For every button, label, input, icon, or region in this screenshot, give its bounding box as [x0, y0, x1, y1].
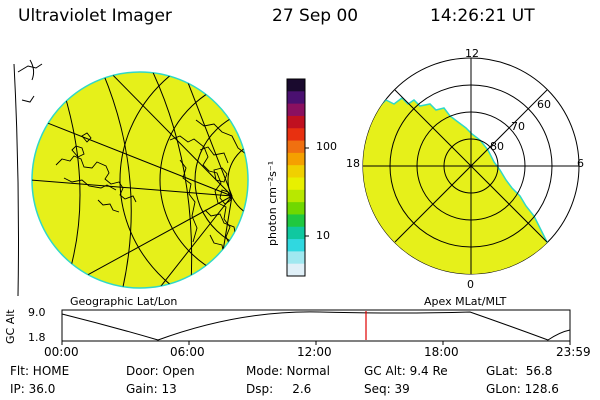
mlt-label-0: 0 — [467, 278, 474, 291]
time-label: 14:26:21 UT — [430, 6, 535, 26]
mlat-label-70: 70 — [511, 120, 525, 133]
date-label: 27 Sep 00 — [272, 6, 359, 26]
apex-caption: Apex MLat/MLT — [424, 295, 507, 308]
orbit-x-tick-1800: 18:00 — [424, 345, 459, 359]
status-seq: Seq: 39 — [364, 382, 410, 396]
colorbar-segment — [287, 91, 305, 105]
colorbar-segment — [287, 128, 305, 142]
colorbar-segment — [287, 239, 305, 252]
mlt-label-18: 18 — [346, 157, 360, 170]
grid-extension — [13, 59, 43, 297]
colorbar-tick-100: 100 — [316, 140, 337, 153]
orbit-y-tick-9: 9.0 — [28, 306, 46, 319]
colorbar-segment — [287, 165, 305, 178]
lat-lon-grid — [32, 72, 248, 288]
colorbar-segment — [287, 189, 305, 203]
status-flight: Flt: HOME — [10, 364, 70, 378]
geographic-map — [13, 59, 249, 297]
status-gc-alt: GC Alt: 9.4 Re — [364, 364, 448, 378]
orbit-y-tick-1-8: 1.8 — [28, 331, 46, 344]
coastlines — [55, 119, 247, 262]
color-bar — [286, 78, 309, 277]
status-glon: GLon: 128.6 — [486, 382, 559, 396]
status-dsp: Dsp: 2.6 — [246, 382, 312, 396]
colorbar-segment — [287, 152, 305, 166]
instrument-title: Ultraviolet Imager — [18, 6, 172, 26]
colorbar-segment — [287, 251, 305, 265]
colorbar-segment — [287, 214, 305, 228]
status-mode: Mode: Normal — [246, 364, 330, 378]
colorbar-segment — [287, 202, 305, 215]
orbit-x-tick-0000: 00:00 — [44, 345, 79, 359]
geographic-caption: Geographic Lat/Lon — [70, 295, 178, 308]
colorbar-segment — [287, 103, 305, 117]
status-glat: GLat: 56.8 — [486, 364, 553, 378]
colorbar-frame — [286, 78, 306, 277]
orbit-x-tick-2359: 23:59 — [556, 345, 591, 359]
colorbar-segment — [287, 263, 305, 277]
orbit-altitude-plot — [61, 309, 571, 345]
mlt-label-12: 12 — [465, 47, 479, 60]
mlt-label-6: 6 — [577, 157, 584, 170]
orbit-frame — [61, 309, 571, 342]
orbit-y-axis-label: GC Alt — [4, 309, 17, 344]
status-door: Door: Open — [126, 364, 195, 378]
colorbar-segment — [287, 140, 305, 154]
colorbar-segment — [287, 226, 305, 240]
orbit-x-tick-0600: 06:00 — [170, 345, 205, 359]
apex-polar-plot — [362, 57, 580, 275]
colorbar-segment — [287, 177, 305, 191]
mlat-label-60: 60 — [537, 98, 551, 111]
colorbar-segment — [287, 115, 305, 129]
mlat-label-80: 80 — [490, 140, 504, 153]
colorbar-unit-label: photon cm⁻²s⁻¹ — [266, 160, 279, 246]
polar-grid — [363, 58, 579, 274]
colorbar-tick-10: 10 — [316, 229, 330, 242]
colorbar-segment — [287, 79, 305, 92]
status-gain: Gain: 13 — [126, 382, 177, 396]
orbit-x-tick-1200: 12:00 — [297, 345, 332, 359]
status-ip: IP: 36.0 — [10, 382, 56, 396]
altitude-curve — [61, 311, 571, 341]
